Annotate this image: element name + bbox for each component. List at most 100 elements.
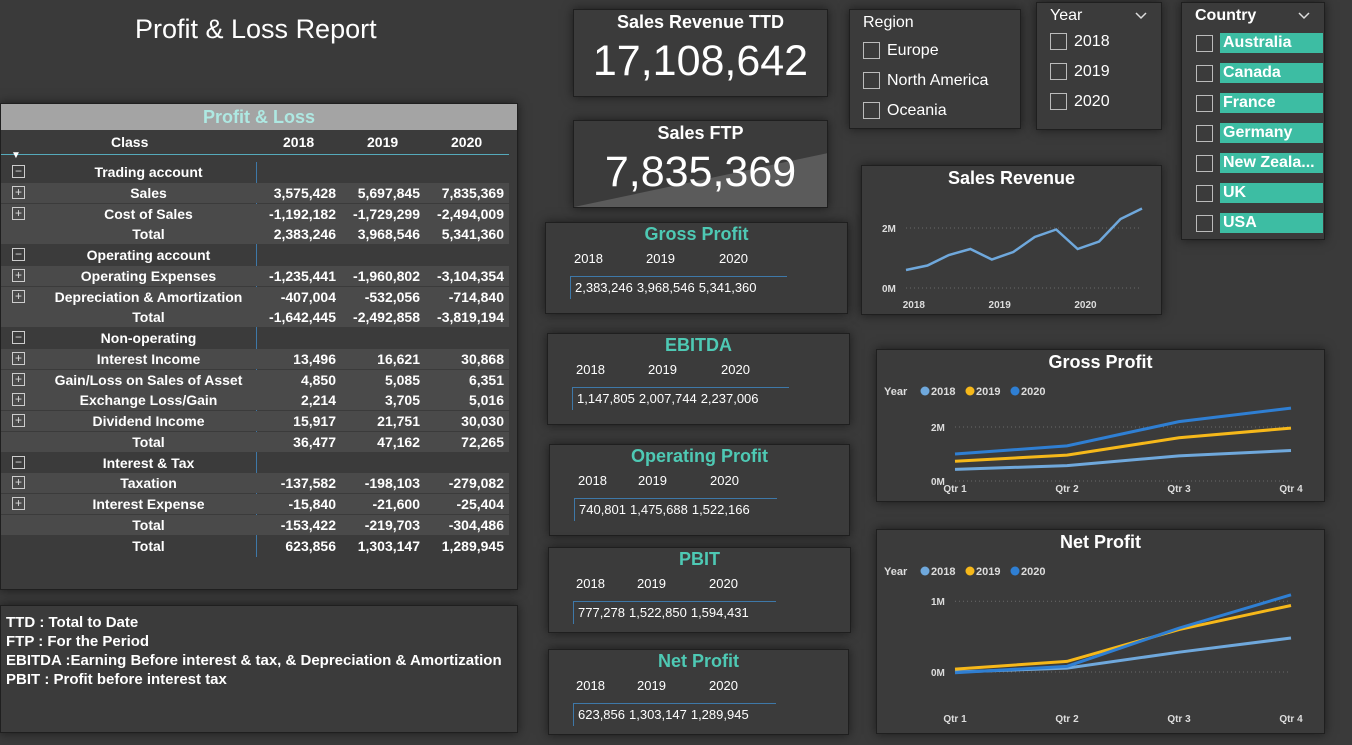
table-row: + Interest Income 13,496 16,621 30,868 [1,348,509,369]
year-slicer: Year 2018 2019 2020 [1036,2,1162,130]
year-header: 2018 [576,678,605,693]
region-option-north-america[interactable]: North America [863,72,988,90]
value-cell: -1,235,441 [269,267,336,284]
checkbox[interactable] [1196,64,1213,82]
checkbox[interactable] [1196,214,1213,232]
value-cell: 72,265 [461,433,504,450]
expand-icon[interactable]: + [12,372,25,386]
expand-icon[interactable]: + [12,497,25,510]
row-label: Total [132,433,165,450]
value-cell: -1,192,182 [269,205,336,222]
table-title: Net Profit [658,651,739,671]
expand-icon[interactable]: + [12,206,25,220]
region-option-oceania[interactable]: Oceania [863,102,947,120]
table-row: 740,801 1,475,688 1,522,166 [574,498,777,521]
slicer-title: Country [1195,7,1257,24]
value-cell: 4,850 [300,371,336,388]
expand-icon[interactable]: + [12,476,25,490]
value-cell: 2,383,246 [575,280,633,295]
value-cell: -137,582 [280,475,336,492]
checkbox[interactable] [863,72,880,90]
series-line [905,207,1143,272]
value-cell: 30,030 [461,413,504,429]
value-cell: -2,494,009 [437,205,504,222]
checkbox[interactable] [1196,94,1213,112]
col-header-2018[interactable]: 2018 [283,134,315,150]
country-option-usa[interactable]: USA [1196,213,1323,233]
year-header: 2018 [576,362,605,377]
year-option-2020[interactable]: 2020 [1050,93,1110,111]
col-header-2020[interactable]: 2020 [451,134,483,150]
note-ebitda: EBITDA :Earning Before interest & tax, &… [6,652,502,669]
value-cell: -21,600 [372,496,420,512]
collapse-icon[interactable]: − [12,455,25,469]
expand-icon[interactable]: + [12,185,25,199]
expand-icon[interactable]: + [12,268,25,282]
checkbox[interactable] [1196,184,1213,202]
option-label: 2018 [1074,33,1110,50]
expand-icon[interactable]: + [12,351,25,365]
year-header: 2018 [574,251,603,266]
table-title: EBITDA [665,335,732,355]
country-option-uk[interactable]: UK [1196,183,1323,203]
col-header-class[interactable]: Class [111,134,149,150]
chart-title: Sales Revenue [947,168,1076,188]
chevron-down-icon[interactable] [1298,9,1310,23]
collapse-icon[interactable]: − [12,165,25,178]
table-row: Total 623,856 1,303,147 1,289,945 [1,536,509,556]
checkbox[interactable] [863,42,880,60]
pl-matrix: Profit & Loss Class 2018 2019 2020 ▼ − Tr… [0,103,518,590]
checkbox[interactable] [1050,33,1067,51]
checkbox[interactable] [863,102,880,120]
row-label: Interest Expense [92,496,205,512]
legend-label: 2020 [1021,566,1045,578]
table-row: Total -153,422 -219,703 -304,486 [1,514,509,535]
legend-marker [965,386,975,396]
table-title: PBIT [678,549,720,569]
value-cell: 1,289,945 [441,537,504,554]
col-header-2019[interactable]: 2019 [367,134,399,150]
collapse-icon[interactable]: − [12,248,25,261]
value-cell: 1,475,688 [630,502,688,517]
country-option-australia[interactable]: Australia [1196,33,1323,53]
checkbox[interactable] [1050,93,1067,111]
table-row: − Interest & Tax [1,453,509,473]
legend-marker [920,566,930,576]
checkbox[interactable] [1196,34,1213,52]
country-option-canada[interactable]: Canada [1196,63,1323,83]
year-header: 2020 [709,576,738,591]
legend-title: Year [884,386,908,398]
option-label: North America [887,72,989,89]
expand-icon[interactable]: + [12,414,25,427]
country-option-germany[interactable]: Germany [1196,123,1323,143]
checkbox[interactable] [1196,124,1213,142]
region-option-europe[interactable]: Europe [863,42,939,60]
sales-ftp-card: Sales FTP 7,835,369 [573,120,828,208]
value-cell: 3,968,546 [357,226,420,243]
y-tick-label: 2M [882,224,896,235]
checkbox[interactable] [1196,154,1213,172]
country-option-new-zealand[interactable]: New Zeala... [1196,153,1323,173]
sort-desc-icon[interactable]: ▼ [11,150,21,161]
chevron-down-icon[interactable] [1135,9,1147,23]
year-option-2018[interactable]: 2018 [1050,33,1110,51]
row-label: Non-operating [100,330,197,346]
table-row: + Gain/Loss on Sales of Asset 4,850 5,085 6,… [1,369,509,390]
value-cell: -407,004 [280,288,336,305]
x-tick-label: Qtr 3 [1167,484,1191,495]
ebitda-table: EBITDA 2018 2019 2020 1,147,805 2,007,744… [547,333,850,425]
option-label: Canada [1220,63,1323,83]
x-tick-label: 2019 [989,300,1012,311]
collapse-icon[interactable]: − [12,331,25,344]
value-cell: -1,960,802 [353,267,420,284]
option-label: Oceania [887,102,947,119]
chart-title: Gross Profit [1048,352,1153,372]
expand-icon[interactable]: + [12,289,25,303]
checkbox[interactable] [1050,63,1067,81]
sales-revenue-chart: Sales Revenue 0M 2M 2018 2019 2020 [861,165,1162,315]
kpi-value: 7,835,369 [604,148,797,196]
x-tick-label: 2020 [1074,300,1097,311]
year-option-2019[interactable]: 2019 [1050,63,1110,81]
expand-icon[interactable]: + [12,393,25,407]
country-option-france[interactable]: France [1196,93,1323,113]
